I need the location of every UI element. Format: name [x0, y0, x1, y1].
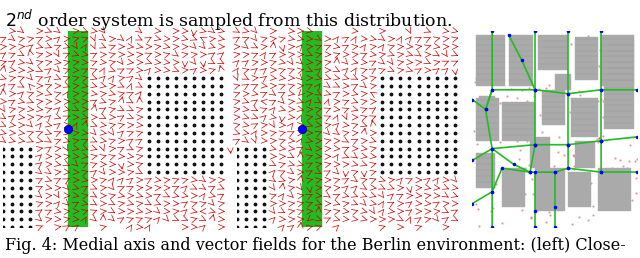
Bar [541, 90, 564, 125]
Bar [476, 98, 499, 141]
Bar [502, 102, 535, 141]
Bar [601, 35, 634, 86]
Bar [538, 35, 568, 70]
Bar [535, 168, 564, 211]
Bar [530, 137, 550, 168]
Bar [598, 168, 631, 211]
Bar [476, 152, 495, 188]
Text: Fig. 4: Medial axis and vector fields for the Berlin environment: (left) Close-: Fig. 4: Medial axis and vector fields fo… [5, 237, 626, 254]
Bar [502, 168, 525, 207]
Bar [575, 37, 598, 80]
Text: $2^{nd}$ order system is sampled from this distribution.: $2^{nd}$ order system is sampled from th… [5, 8, 452, 33]
Bar [479, 96, 495, 119]
Bar [68, 31, 87, 227]
Bar [301, 31, 321, 227]
Bar [509, 35, 533, 86]
Bar [568, 172, 591, 207]
Bar [604, 86, 634, 129]
Bar [555, 74, 572, 90]
Bar [572, 98, 598, 137]
Bar [476, 35, 506, 86]
Bar [608, 39, 634, 86]
Bar [575, 141, 595, 168]
